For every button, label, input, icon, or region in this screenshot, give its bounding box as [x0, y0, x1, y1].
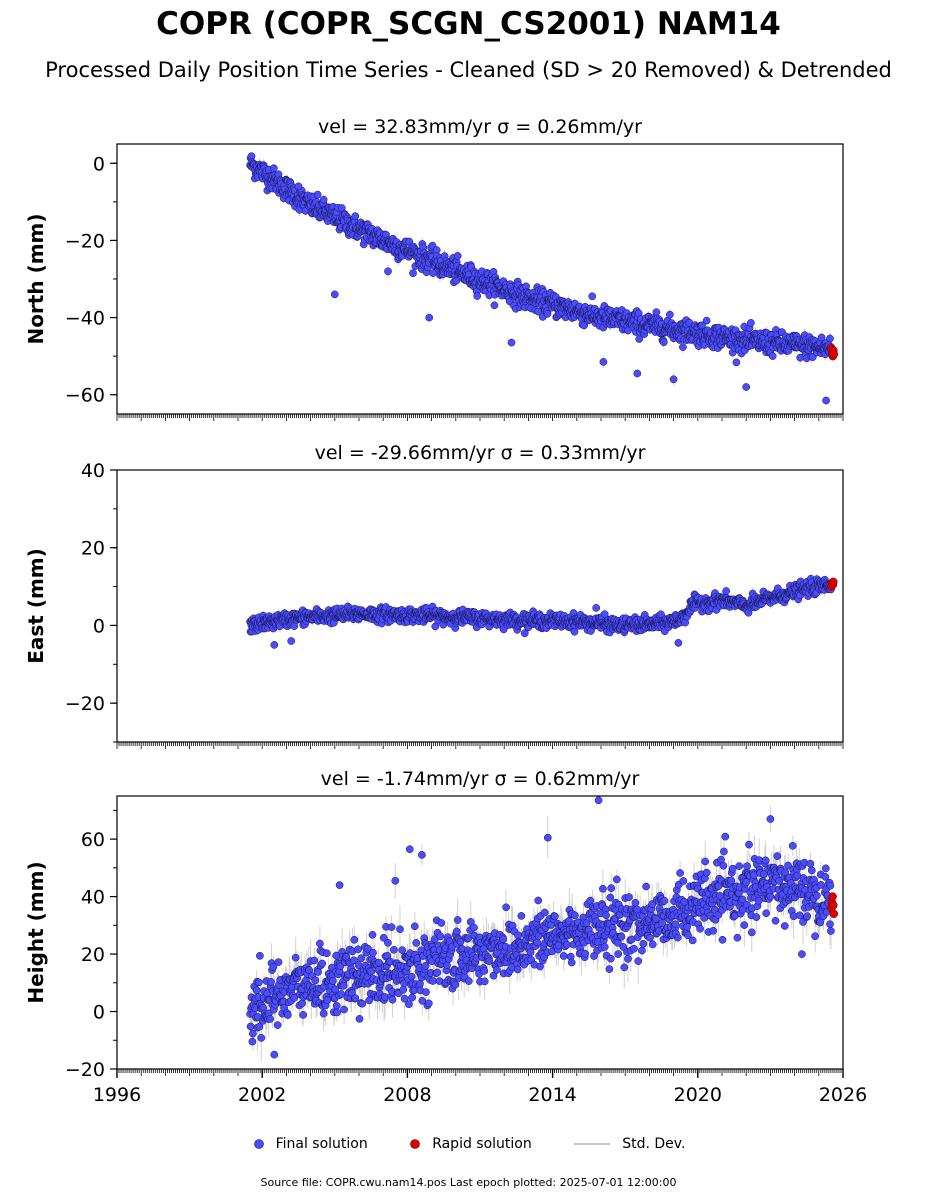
rapid-points-east — [827, 577, 838, 591]
std-dev-bars-north — [249, 156, 832, 405]
final-point — [747, 319, 755, 327]
y-axis-label-east: East (mm) — [24, 548, 48, 664]
final-point — [351, 212, 360, 221]
final-point — [319, 195, 328, 204]
final-point — [287, 637, 296, 645]
panel-height: vel = -1.74mm/yr σ = 0.62mm/yr6040200−20… — [24, 768, 867, 1106]
final-point — [520, 629, 529, 638]
final-point — [600, 610, 609, 619]
final-point — [599, 358, 608, 366]
final-point — [269, 164, 278, 173]
final-point — [722, 587, 731, 595]
final-point — [384, 267, 392, 276]
y-tick-label: −20 — [65, 230, 105, 252]
final-point — [652, 308, 661, 317]
final-point — [473, 292, 482, 300]
plot-area-height — [246, 796, 839, 1062]
final-point — [732, 358, 741, 367]
final-point — [698, 321, 706, 330]
final-point — [294, 182, 303, 191]
final-point — [490, 301, 499, 310]
final-point — [580, 321, 589, 330]
final-points-east — [246, 574, 835, 649]
y-tick-label: 0 — [93, 615, 105, 637]
plot-area-north — [246, 152, 839, 405]
final-point — [702, 316, 711, 325]
final-point — [453, 252, 462, 260]
final-points-north — [246, 152, 835, 405]
plot-area-east — [246, 573, 838, 649]
chart-subtitle: Processed Daily Position Time Series - C… — [45, 58, 892, 82]
panel-east: vel = -29.66mm/yr σ = 0.33mm/yr 40 20 0 −20 E… — [24, 442, 844, 749]
rapid-point — [829, 577, 838, 587]
final-point — [679, 343, 687, 351]
final-point — [452, 276, 461, 285]
final-point — [592, 604, 601, 612]
y-tick-label: −60 — [65, 385, 105, 407]
final-point — [669, 375, 678, 384]
final-point — [330, 290, 339, 299]
rapid-point — [829, 349, 839, 359]
panel-title-east: vel = -29.66mm/yr σ = 0.33mm/yr — [315, 442, 646, 464]
y-tick-label: −20 — [65, 693, 105, 715]
final-point — [543, 309, 552, 318]
final-point — [768, 352, 777, 360]
rapid-points-north — [827, 344, 839, 361]
y-tick-label: 40 — [81, 460, 105, 482]
chart-title: COPR (COPR_SCGN_CS2001) NAM14 — [156, 6, 781, 42]
final-point — [429, 269, 437, 277]
final-point — [313, 190, 322, 199]
y-tick-label: 20 — [81, 538, 105, 560]
final-point — [822, 396, 830, 405]
y-axis-label-north: North (mm) — [24, 213, 48, 344]
panel-title-north: vel = 32.83mm/yr σ = 0.26mm/yr — [318, 116, 642, 138]
final-point — [666, 310, 674, 319]
final-point — [425, 313, 434, 322]
final-point — [588, 292, 597, 301]
final-point — [507, 338, 516, 347]
y-tick-label: −40 — [65, 308, 105, 330]
final-point — [659, 338, 668, 347]
final-point — [570, 627, 579, 636]
y-tick-label: 0 — [93, 153, 105, 175]
final-point — [826, 334, 834, 343]
final-point — [409, 269, 417, 278]
final-point — [674, 639, 683, 647]
final-point — [633, 369, 642, 378]
final-point — [817, 333, 826, 342]
panel-north: vel = 32.83mm/yr σ = 0.26mm/yr 0 −20 −40 −60… — [24, 116, 844, 421]
final-point — [742, 383, 751, 391]
final-point — [270, 641, 279, 649]
